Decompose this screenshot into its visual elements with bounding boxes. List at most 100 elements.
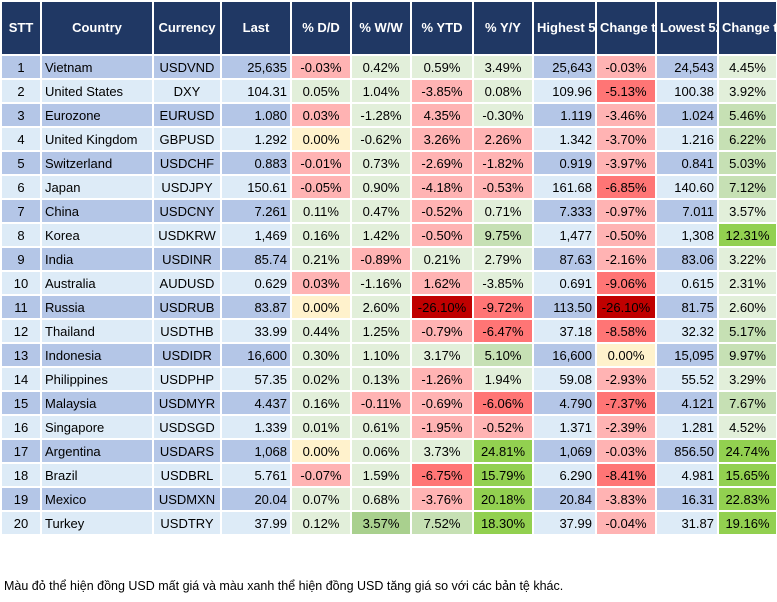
cell-currency: USDCNY [152, 198, 222, 224]
cell-country: Turkey [40, 510, 154, 536]
cell-stt: 3 [0, 102, 42, 128]
cell-change-l52w: 4.52% [717, 414, 777, 440]
cell-country: United Kingdom [40, 126, 154, 152]
cell-pct-ytd: -6.75% [410, 462, 474, 488]
column-header: Change to H52W [595, 0, 657, 56]
cell-lowest-52w: 0.841 [655, 150, 719, 176]
cell-last: 33.99 [220, 318, 292, 344]
table-row: 13 Indonesia USDIDR 16,600 0.30% 1.10% 3.17% 5.… [0, 342, 777, 368]
cell-highest-52w: 0.919 [532, 150, 597, 176]
cell-highest-52w: 1,477 [532, 222, 597, 248]
cell-pct-ytd: -26.10% [410, 294, 474, 320]
cell-lowest-52w: 1,308 [655, 222, 719, 248]
cell-last: 104.31 [220, 78, 292, 104]
cell-change-h52w: -26.10% [595, 294, 657, 320]
cell-pct-ww: 3.57% [350, 510, 412, 536]
cell-currency: USDARS [152, 438, 222, 464]
cell-pct-ytd: 4.35% [410, 102, 474, 128]
cell-pct-ytd: -1.26% [410, 366, 474, 392]
cell-pct-dd: 0.00% [290, 294, 352, 320]
cell-highest-52w: 87.63 [532, 246, 597, 272]
table-row: 14 Philippines USDPHP 57.35 0.02% 0.13% -1.26%… [0, 366, 777, 392]
cell-pct-yy: -3.85% [472, 270, 534, 296]
cell-pct-yy: -0.52% [472, 414, 534, 440]
cell-lowest-52w: 4.981 [655, 462, 719, 488]
cell-pct-yy: 5.10% [472, 342, 534, 368]
table-row: 12 Thailand USDTHB 33.99 0.44% 1.25% -0.79% -6.… [0, 318, 777, 344]
cell-pct-dd: -0.03% [290, 54, 352, 80]
cell-change-h52w: 0.00% [595, 342, 657, 368]
cell-change-l52w: 3.29% [717, 366, 777, 392]
cell-lowest-52w: 31.87 [655, 510, 719, 536]
cell-stt: 12 [0, 318, 42, 344]
cell-lowest-52w: 81.75 [655, 294, 719, 320]
cell-stt: 14 [0, 366, 42, 392]
cell-lowest-52w: 1.024 [655, 102, 719, 128]
cell-change-l52w: 22.83% [717, 486, 777, 512]
cell-currency: GBPUSD [152, 126, 222, 152]
cell-stt: 4 [0, 126, 42, 152]
cell-change-l52w: 7.67% [717, 390, 777, 416]
cell-pct-yy: -9.72% [472, 294, 534, 320]
cell-change-h52w: -8.58% [595, 318, 657, 344]
cell-change-l52w: 5.46% [717, 102, 777, 128]
cell-currency: USDPHP [152, 366, 222, 392]
cell-pct-ytd: 3.17% [410, 342, 474, 368]
cell-highest-52w: 37.18 [532, 318, 597, 344]
cell-change-h52w: -3.83% [595, 486, 657, 512]
cell-pct-dd: 0.03% [290, 270, 352, 296]
cell-change-h52w: -5.13% [595, 78, 657, 104]
cell-lowest-52w: 15,095 [655, 342, 719, 368]
cell-currency: USDSGD [152, 414, 222, 440]
cell-pct-dd: -0.07% [290, 462, 352, 488]
cell-pct-yy: 15.79% [472, 462, 534, 488]
cell-pct-ytd: -0.52% [410, 198, 474, 224]
cell-pct-dd: 0.07% [290, 486, 352, 512]
cell-lowest-52w: 140.60 [655, 174, 719, 200]
cell-last: 1.292 [220, 126, 292, 152]
cell-last: 25,635 [220, 54, 292, 80]
cell-currency: USDIDR [152, 342, 222, 368]
cell-last: 37.99 [220, 510, 292, 536]
cell-currency: USDCHF [152, 150, 222, 176]
cell-stt: 20 [0, 510, 42, 536]
cell-pct-dd: 0.12% [290, 510, 352, 536]
cell-highest-52w: 113.50 [532, 294, 597, 320]
cell-lowest-52w: 1.216 [655, 126, 719, 152]
cell-highest-52w: 7.333 [532, 198, 597, 224]
cell-pct-yy: -0.53% [472, 174, 534, 200]
cell-country: Argentina [40, 438, 154, 464]
cell-pct-dd: 0.03% [290, 102, 352, 128]
cell-pct-yy: 0.08% [472, 78, 534, 104]
cell-country: Malaysia [40, 390, 154, 416]
cell-stt: 6 [0, 174, 42, 200]
cell-pct-dd: 0.11% [290, 198, 352, 224]
cell-highest-52w: 1.342 [532, 126, 597, 152]
column-header: Highest 52W [532, 0, 597, 56]
cell-country: Eurozone [40, 102, 154, 128]
cell-currency: USDKRW [152, 222, 222, 248]
cell-pct-dd: -0.01% [290, 150, 352, 176]
cell-last: 1.080 [220, 102, 292, 128]
cell-currency: USDBRL [152, 462, 222, 488]
cell-stt: 9 [0, 246, 42, 272]
table-row: 15 Malaysia USDMYR 4.437 0.16% -0.11% -0.69% -6… [0, 390, 777, 416]
cell-change-h52w: -2.39% [595, 414, 657, 440]
cell-last: 150.61 [220, 174, 292, 200]
cell-pct-ww: 1.10% [350, 342, 412, 368]
cell-lowest-52w: 0.615 [655, 270, 719, 296]
cell-last: 20.04 [220, 486, 292, 512]
cell-stt: 7 [0, 198, 42, 224]
table-row: 10 Australia AUDUSD 0.629 0.03% -1.16% 1.62% -3… [0, 270, 777, 296]
cell-pct-ww: 0.73% [350, 150, 412, 176]
cell-pct-dd: 0.05% [290, 78, 352, 104]
column-header: Country [40, 0, 154, 56]
cell-currency: AUDUSD [152, 270, 222, 296]
cell-pct-dd: 0.02% [290, 366, 352, 392]
cell-country: Philippines [40, 366, 154, 392]
cell-change-l52w: 15.65% [717, 462, 777, 488]
cell-stt: 15 [0, 390, 42, 416]
cell-last: 7.261 [220, 198, 292, 224]
cell-highest-52w: 161.68 [532, 174, 597, 200]
cell-change-h52w: -8.41% [595, 462, 657, 488]
